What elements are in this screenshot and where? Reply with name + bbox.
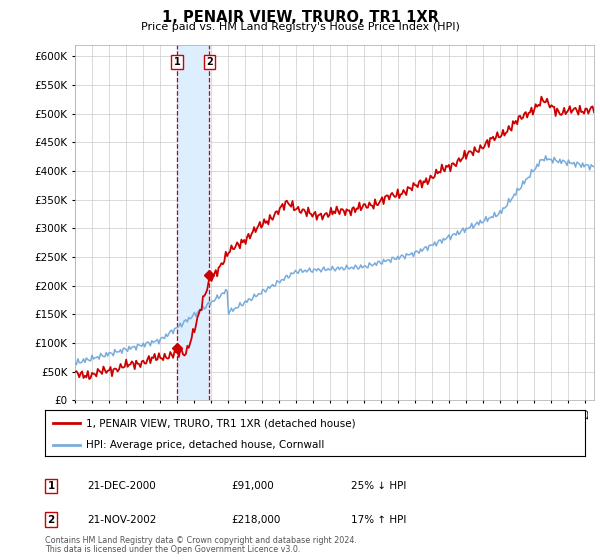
Text: Price paid vs. HM Land Registry's House Price Index (HPI): Price paid vs. HM Land Registry's House …	[140, 22, 460, 32]
Text: £91,000: £91,000	[231, 481, 274, 491]
Text: 17% ↑ HPI: 17% ↑ HPI	[351, 515, 406, 525]
Text: This data is licensed under the Open Government Licence v3.0.: This data is licensed under the Open Gov…	[45, 545, 301, 554]
Bar	[177, 45, 209, 400]
Text: 1: 1	[47, 481, 55, 491]
Text: 21-DEC-2000: 21-DEC-2000	[87, 481, 156, 491]
Text: HPI: Average price, detached house, Cornwall: HPI: Average price, detached house, Corn…	[86, 440, 324, 450]
Text: 1: 1	[174, 57, 181, 67]
Text: 21-NOV-2002: 21-NOV-2002	[87, 515, 157, 525]
Text: Contains HM Land Registry data © Crown copyright and database right 2024.: Contains HM Land Registry data © Crown c…	[45, 536, 357, 545]
Text: 1, PENAIR VIEW, TRURO, TR1 1XR: 1, PENAIR VIEW, TRURO, TR1 1XR	[161, 10, 439, 25]
Text: 2: 2	[47, 515, 55, 525]
Text: 25% ↓ HPI: 25% ↓ HPI	[351, 481, 406, 491]
Text: 2: 2	[206, 57, 213, 67]
Text: £218,000: £218,000	[231, 515, 280, 525]
Text: 1, PENAIR VIEW, TRURO, TR1 1XR (detached house): 1, PENAIR VIEW, TRURO, TR1 1XR (detached…	[86, 418, 355, 428]
